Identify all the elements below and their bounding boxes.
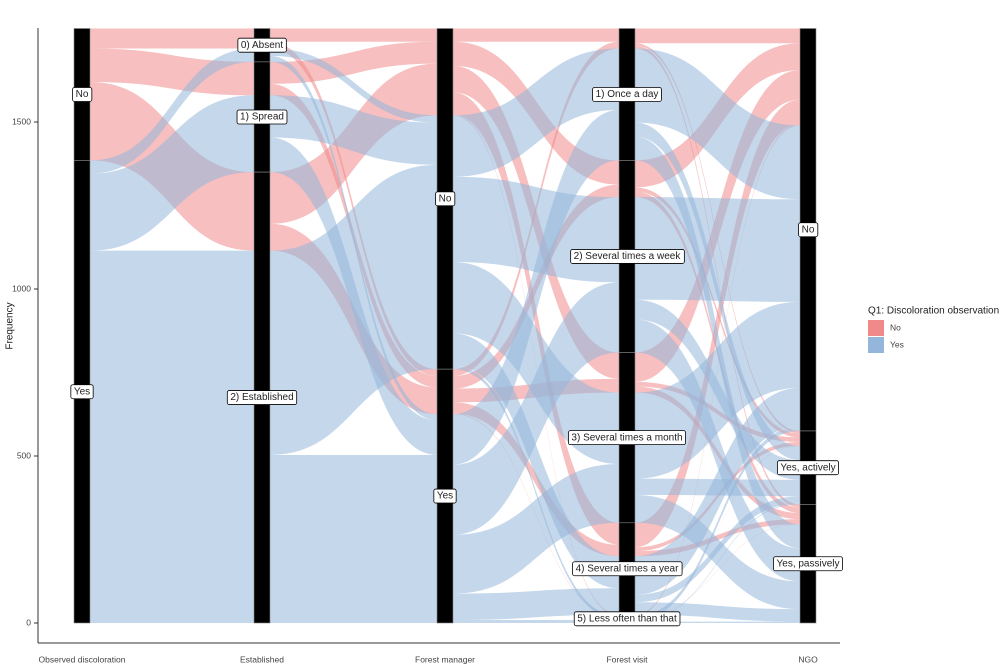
flow bbox=[635, 28, 800, 44]
flow bbox=[453, 28, 619, 42]
flow bbox=[90, 48, 254, 174]
stratum-label-box bbox=[568, 430, 686, 446]
flow bbox=[635, 503, 800, 622]
flow bbox=[453, 282, 619, 535]
stratum-label-box bbox=[570, 249, 685, 264]
stratum-label-box bbox=[70, 384, 94, 400]
y-axis-label: Frequency bbox=[5, 302, 16, 349]
legend-title: Q1: Discoloration observation bbox=[868, 306, 999, 317]
stratum-label-box bbox=[435, 191, 456, 207]
stratum-label-box bbox=[773, 556, 843, 572]
flow bbox=[453, 402, 619, 557]
stratum-label: Yes bbox=[74, 386, 90, 397]
flow bbox=[270, 28, 437, 42]
stratum-label-box bbox=[798, 222, 819, 238]
flow bbox=[635, 387, 800, 595]
flow bbox=[635, 319, 800, 582]
stratum-label-box bbox=[776, 460, 840, 476]
stratum-label: 2) Several times a week bbox=[574, 251, 682, 262]
stratum-label-box bbox=[572, 561, 683, 577]
flow bbox=[453, 333, 619, 589]
stratum-label: 0) Absent bbox=[241, 40, 283, 51]
flow bbox=[635, 136, 800, 549]
flow bbox=[90, 95, 254, 251]
stratum-label: No bbox=[439, 193, 452, 204]
flow bbox=[90, 48, 254, 96]
flow bbox=[270, 41, 437, 84]
flows bbox=[90, 28, 800, 623]
flow bbox=[453, 261, 619, 465]
stratum-label: 1) Once a day bbox=[596, 89, 659, 100]
flow bbox=[635, 48, 800, 200]
flow bbox=[635, 496, 800, 603]
flow bbox=[270, 164, 437, 455]
stratum-label: Yes, actively bbox=[780, 462, 835, 473]
y-tick-label: 500 bbox=[17, 450, 31, 460]
flow bbox=[635, 519, 800, 557]
flow bbox=[270, 454, 437, 623]
flow bbox=[90, 28, 254, 49]
y-tick-label: 1000 bbox=[12, 283, 31, 293]
flow bbox=[635, 445, 800, 617]
flow bbox=[635, 426, 800, 621]
flow bbox=[270, 48, 437, 123]
stratum-label-box bbox=[433, 488, 457, 504]
x-tick-label: NGO bbox=[798, 654, 818, 664]
legend-label: Yes bbox=[890, 339, 904, 349]
legend-swatch bbox=[868, 320, 884, 336]
flow bbox=[635, 197, 800, 302]
stratum-label: 4) Several times a year bbox=[576, 563, 679, 574]
flow bbox=[453, 464, 619, 594]
stratum-label-box bbox=[72, 87, 93, 102]
flow bbox=[270, 95, 437, 165]
x-tick-label: Observed discoloration bbox=[39, 654, 126, 664]
legend-swatch bbox=[868, 337, 884, 353]
flow bbox=[453, 48, 619, 177]
stratum-label: 5) Less often than that bbox=[577, 613, 677, 624]
x-tick-label: Forest manager bbox=[415, 654, 475, 664]
stratum-label-box bbox=[592, 87, 662, 102]
stratum-label: No bbox=[802, 224, 815, 235]
legend-label: No bbox=[890, 322, 901, 332]
stratum-label: Yes bbox=[437, 491, 453, 502]
stratum-label: No bbox=[76, 89, 89, 100]
stratum-label: 2) Established bbox=[230, 392, 293, 403]
stratum-label-box bbox=[237, 37, 287, 53]
flow bbox=[453, 109, 619, 465]
flow bbox=[635, 99, 800, 548]
stratum-label: Yes, passively bbox=[777, 558, 840, 569]
stratum-label-box bbox=[226, 390, 298, 405]
x-tick-label: Established bbox=[240, 654, 284, 664]
y-tick-label: 0 bbox=[26, 617, 31, 627]
y-tick-label: 1500 bbox=[12, 116, 31, 126]
flow bbox=[453, 365, 619, 620]
flow bbox=[635, 602, 800, 622]
stratum-label: 3) Several times a month bbox=[571, 432, 682, 443]
stratum-label: 1) Spread bbox=[240, 112, 284, 123]
flow bbox=[90, 250, 254, 623]
stratum-label-box bbox=[236, 109, 288, 125]
flow bbox=[453, 92, 619, 545]
flow bbox=[635, 524, 800, 617]
stratum-label-box bbox=[573, 611, 681, 627]
x-tick-label: Forest visit bbox=[606, 654, 648, 664]
